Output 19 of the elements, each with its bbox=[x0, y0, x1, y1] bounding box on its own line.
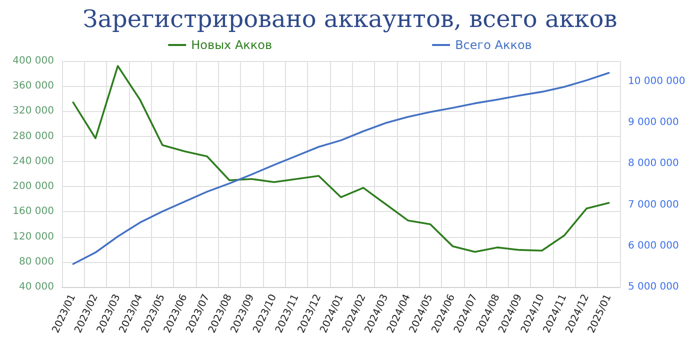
legend-label: Новых Акков bbox=[191, 38, 272, 52]
y-tick-label: 40 000 bbox=[19, 282, 54, 292]
y-tick-label: 320 000 bbox=[12, 106, 54, 117]
y2-tick-label: 7 000 000 bbox=[628, 199, 679, 210]
y-tick-label: 360 000 bbox=[12, 80, 54, 92]
y-tick-label: 160 000 bbox=[12, 206, 54, 218]
y-tick-label: 240 000 bbox=[12, 156, 54, 167]
y2-tick-label: 8 000 000 bbox=[628, 158, 679, 170]
y-tick-label: 400 000 bbox=[12, 56, 54, 66]
y2-tick-label: 10 000 000 bbox=[628, 76, 686, 88]
y2-tick-label: 5 000 000 bbox=[628, 282, 679, 292]
y-tick-label: 280 000 bbox=[12, 130, 54, 142]
y-tick-label: 80 000 bbox=[19, 256, 54, 268]
y-tick-label: 200 000 bbox=[12, 181, 54, 192]
y-tick-label: 120 000 bbox=[12, 231, 54, 242]
legend-label: Всего Акков bbox=[455, 38, 532, 52]
y2-tick-label: 6 000 000 bbox=[628, 240, 679, 252]
chart-title: Зарегистрировано аккаунтов, всего акков bbox=[82, 5, 618, 33]
y2-tick-label: 9 000 000 bbox=[628, 117, 679, 128]
